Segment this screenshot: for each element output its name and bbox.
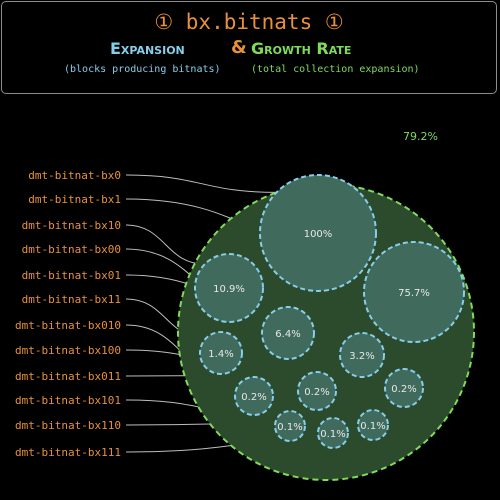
bubble-value-dmt-bitnat-bx111: 0.1% (360, 421, 385, 432)
label-dmt-bitnat-bx011: dmt-bitnat-bx011 (15, 370, 121, 383)
bubble-dmt-bitnat-bx1 (363, 241, 465, 343)
connector-dmt-bitnat-bx10 (125, 224, 206, 265)
bubble-dmt-bitnat-bx110 (317, 417, 349, 449)
growth-note: (total collection expansion) (251, 64, 420, 75)
bubble-value-dmt-bitnat-bx0: 100% (304, 229, 333, 240)
bubble-value-dmt-bitnat-bx00: 6.4% (275, 329, 300, 340)
bubbles-group: 100% 75.7% 10.9% 6.4% 3.2% 1.4% 0.2% 0.2% 0.2% 0.… (194, 174, 465, 449)
label-dmt-bitnat-bx1: dmt-bitnat-bx1 (28, 193, 121, 206)
bubble-value-dmt-bitnat-bx1: 75.7% (398, 288, 430, 299)
label-dmt-bitnat-bx100: dmt-bitnat-bx100 (15, 344, 121, 357)
bubble-dmt-bitnat-bx100 (297, 371, 337, 411)
bubble-dmt-bitnat-bx0 (259, 174, 377, 292)
bubble-value-dmt-bitnat-bx11: 1.4% (208, 349, 233, 360)
bubble-value-dmt-bitnat-bx110: 0.1% (320, 429, 345, 440)
expansion-heading: Expansion (110, 39, 185, 58)
label-dmt-bitnat-bx11: dmt-bitnat-bx11 (22, 293, 121, 306)
label-dmt-bitnat-bx101: dmt-bitnat-bx101 (15, 394, 121, 407)
bubble-dmt-bitnat-bx111 (357, 409, 389, 441)
label-dmt-bitnat-bx111: dmt-bitnat-bx111 (15, 446, 121, 459)
bubble-value-dmt-bitnat-bx01: 3.2% (349, 351, 374, 362)
growth-rate-value: 79.2% (403, 130, 438, 143)
bubble-value-dmt-bitnat-bx10: 10.9% (213, 284, 245, 295)
label-dmt-bitnat-bx010: dmt-bitnat-bx010 (15, 319, 121, 332)
bubble-dmt-bitnat-bx011 (384, 368, 424, 408)
header-panel: ① bx.bitnats ① Expansion & Growth Rate (… (1, 1, 497, 94)
label-dmt-bitnat-bx00: dmt-bitnat-bx00 (22, 243, 121, 256)
bubble-dmt-bitnat-bx01 (339, 332, 385, 378)
bubble-value-dmt-bitnat-bx100: 0.2% (304, 387, 329, 398)
labels-group: dmt-bitnat-bx0 dmt-bitnat-bx1 dmt-bitnat-b… (15, 169, 121, 459)
expansion-note: (blocks producing bitnats) (64, 64, 221, 75)
label-dmt-bitnat-bx110: dmt-bitnat-bx110 (15, 419, 121, 432)
bubble-dmt-bitnat-bx10 (194, 253, 264, 323)
connector-dmt-bitnat-bx0 (125, 174, 278, 193)
growth-rate-heading: Growth Rate (251, 39, 352, 58)
label-dmt-bitnat-bx01: dmt-bitnat-bx01 (22, 269, 121, 282)
bubble-value-dmt-bitnat-bx010: 0.2% (241, 392, 266, 403)
page-title: ① bx.bitnats ① (154, 10, 344, 34)
bubble-value-dmt-bitnat-bx011: 0.2% (391, 384, 416, 395)
label-dmt-bitnat-bx10: dmt-bitnat-bx10 (22, 219, 121, 232)
bubble-dmt-bitnat-bx101 (274, 410, 306, 442)
bubble-dmt-bitnat-bx010 (234, 376, 274, 416)
bubble-value-dmt-bitnat-bx101: 0.1% (277, 422, 302, 433)
bubble-dmt-bitnat-bx11 (199, 331, 243, 375)
bubble-dmt-bitnat-bx00 (261, 306, 315, 360)
ampersand: & (231, 37, 247, 58)
label-dmt-bitnat-bx0: dmt-bitnat-bx0 (28, 169, 121, 182)
